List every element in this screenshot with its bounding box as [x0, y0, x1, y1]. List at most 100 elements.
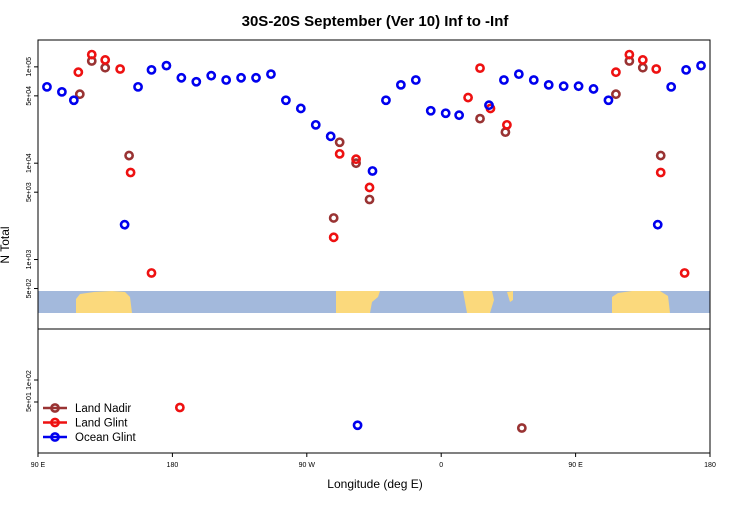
- land-glint-point: [611, 67, 621, 78]
- land-australia: [463, 291, 494, 313]
- upper-y-tick-label: 5e+04: [26, 86, 33, 106]
- land-glint-point: [328, 232, 339, 243]
- ocean-glint-point: [295, 103, 306, 114]
- ocean-glint-point: [381, 95, 391, 106]
- ocean-glint-point: [588, 84, 599, 94]
- ocean-glint-point: [176, 72, 187, 83]
- ocean-glint-point: [499, 75, 509, 85]
- ocean-glint-point: [191, 76, 202, 87]
- land-glint-point: [655, 167, 666, 178]
- ocean-glint-point: [395, 79, 406, 90]
- legend-label-land-nadir: Land Nadir: [75, 403, 131, 415]
- land-nadir-point: [655, 150, 666, 161]
- ocean-glint-point: [603, 95, 614, 106]
- land-nadir-point: [328, 213, 339, 223]
- ocean-glint-point: [513, 69, 524, 80]
- land-nadir-point: [364, 194, 375, 205]
- ocean-glint-point: [310, 119, 321, 130]
- ocean-glint-lower-point: [352, 420, 363, 431]
- land-glint-point: [334, 148, 345, 159]
- land-south-america: [336, 291, 380, 313]
- land-glint-point: [73, 67, 84, 78]
- ocean-glint-point: [543, 79, 554, 90]
- land-glint-point: [146, 268, 157, 278]
- land-glint-point: [125, 167, 136, 178]
- lower-plot-frame: [37, 328, 711, 454]
- land-glint-point: [679, 268, 690, 278]
- ocean-glint-point: [206, 70, 217, 81]
- ocean-glint-point: [119, 219, 130, 230]
- legend-label-ocean-glint: Ocean Glint: [75, 432, 137, 444]
- land-glint-point: [364, 182, 375, 193]
- land-glint-point: [100, 55, 111, 65]
- land-nadir-point: [334, 137, 345, 148]
- legend-marker-ocean-glint: [50, 432, 60, 442]
- x-tick-label: 90 W: [299, 462, 316, 469]
- land-glint-point: [475, 63, 485, 74]
- ocean-glint-point: [367, 166, 378, 176]
- ocean-glint-point: [236, 72, 246, 83]
- lower-y-tick-label: 1e+02: [26, 370, 33, 390]
- chart-title: 30S-20S September (Ver 10) Inf to -Inf: [242, 13, 510, 30]
- land-nadir-point: [100, 62, 111, 73]
- land-nadir-point: [124, 150, 134, 161]
- land-africa: [76, 291, 132, 313]
- ocean-glint-point: [681, 64, 692, 75]
- legend-marker-land-glint: [50, 417, 60, 428]
- land-nadir-lower-point: [516, 423, 527, 433]
- ocean-glint-point: [56, 86, 67, 97]
- land-glint-point: [624, 49, 635, 60]
- x-tick-label: 180: [167, 462, 179, 469]
- y-axis-label: N Total: [0, 226, 12, 263]
- ocean-glint-point: [161, 60, 172, 71]
- ocean-glint-point: [454, 110, 465, 121]
- legend-label-land-glint: Land Glint: [75, 418, 128, 430]
- legend: Land Nadir Land Glint Ocean Glint: [43, 403, 137, 444]
- land-island: [507, 291, 513, 302]
- land-glint-point: [637, 55, 648, 65]
- lower-y-axis: 5e+01 1e+02: [26, 370, 38, 412]
- ocean-glint-point: [251, 72, 261, 83]
- land-glint-point: [463, 92, 473, 103]
- ocean-glint-point: [266, 69, 276, 80]
- upper-y-tick-label: 5e+02: [26, 279, 33, 299]
- land-glint-lower-point: [174, 402, 185, 413]
- x-axis-label: Longitude (deg E): [327, 477, 422, 491]
- x-tick-label: 90 E: [568, 462, 583, 469]
- ocean-glint-point: [696, 60, 706, 71]
- ocean-glint-point: [558, 81, 569, 92]
- upper-y-tick-label: 1e+05: [26, 57, 33, 77]
- land-nadir-point: [475, 113, 485, 124]
- upper-y-tick-label: 1e+04: [26, 153, 33, 173]
- ocean-glint-point: [573, 81, 584, 92]
- ocean-glint-point: [484, 100, 494, 111]
- ocean-glint-point: [68, 95, 79, 106]
- ocean-glint-point: [133, 81, 143, 92]
- x-tick-label: 90 E: [31, 462, 46, 469]
- ocean-glint-point: [425, 105, 436, 116]
- land-glint-point: [502, 119, 512, 130]
- land-masses: [76, 291, 670, 313]
- ocean-glint-point: [42, 81, 52, 92]
- data-points: [42, 49, 706, 433]
- land-glint-point: [351, 154, 361, 165]
- ocean-glint-point: [146, 64, 157, 75]
- ocean-glint-point: [221, 75, 232, 85]
- land-glint-point: [115, 64, 126, 74]
- lower-y-tick-label: 5e+01: [26, 392, 33, 412]
- legend-marker-land-nadir: [50, 403, 60, 413]
- ocean-band: [38, 291, 710, 313]
- ocean-glint-point: [325, 131, 336, 142]
- ocean-glint-point: [410, 75, 421, 85]
- land-nadir-point: [351, 158, 361, 169]
- land-glint-point: [651, 64, 662, 74]
- land-ocean-map-strip: [38, 291, 710, 313]
- x-tick-label: 0: [439, 462, 443, 469]
- land-africa-repeat: [612, 291, 670, 313]
- land-nadir-point: [74, 89, 85, 100]
- x-tick-label: 180: [704, 462, 716, 469]
- x-axis: 90 E 180 90 W 0 90 E 180: [31, 453, 716, 469]
- ocean-glint-point: [666, 81, 677, 92]
- ocean-glint-point: [528, 75, 539, 85]
